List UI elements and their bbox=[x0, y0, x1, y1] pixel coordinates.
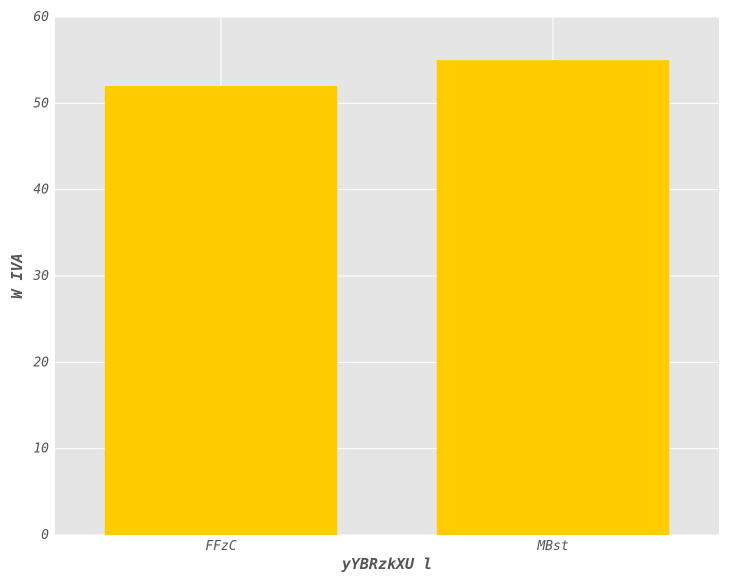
x-axis-label: yYBRzkXU l bbox=[341, 555, 432, 573]
y-axis-ticks: 0 10 20 30 40 50 60 bbox=[32, 10, 49, 543]
x-tick-label: MBst bbox=[536, 539, 568, 554]
y-tick-label: 20 bbox=[33, 355, 49, 370]
y-tick-label: 50 bbox=[33, 96, 49, 111]
bar-mbst bbox=[436, 60, 670, 536]
y-tick-label: 60 bbox=[33, 10, 49, 25]
x-tick-label: FFzC bbox=[205, 539, 236, 554]
y-tick-label: 30 bbox=[32, 269, 49, 284]
bar-ffzc bbox=[104, 86, 338, 536]
y-tick-label: 40 bbox=[33, 183, 49, 198]
bars bbox=[104, 60, 670, 536]
y-tick-label: 10 bbox=[33, 442, 49, 457]
y-axis-label: W IVA bbox=[8, 253, 26, 298]
x-axis-ticks: FFzC MBst bbox=[205, 539, 568, 554]
y-tick-label: 0 bbox=[41, 528, 49, 543]
